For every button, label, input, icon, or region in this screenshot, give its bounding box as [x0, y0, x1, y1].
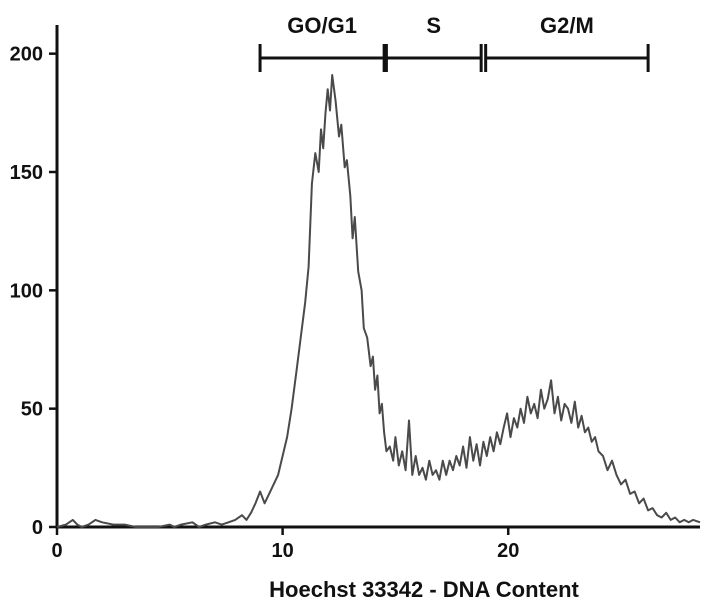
ticks: 0 50 100 150 200 0 10 20 — [10, 44, 520, 562]
phase-gates: GO/G1 S G2/M — [258, 13, 650, 72]
x-tick-label: 10 — [271, 540, 293, 562]
gate-label: S — [426, 13, 441, 38]
histogram-line — [56, 74, 701, 528]
y-tick-label: 100 — [10, 280, 43, 302]
gate-s: S — [384, 13, 483, 72]
gate-go-g1: GO/G1 — [258, 13, 386, 72]
x-tick-label: 0 — [51, 540, 62, 562]
gate-label: G2/M — [540, 13, 594, 38]
y-tick-label: 150 — [10, 162, 43, 184]
y-tick-label: 200 — [10, 44, 43, 66]
x-tick-label: 20 — [497, 540, 519, 562]
y-tick-label: 50 — [21, 399, 43, 421]
gate-g2-m: G2/M — [484, 13, 650, 72]
x-axis-label: Hoechst 33342 - DNA Content — [269, 577, 579, 602]
y-tick-label: 0 — [32, 517, 43, 539]
axes — [55, 25, 700, 529]
gate-label: GO/G1 — [287, 13, 357, 38]
